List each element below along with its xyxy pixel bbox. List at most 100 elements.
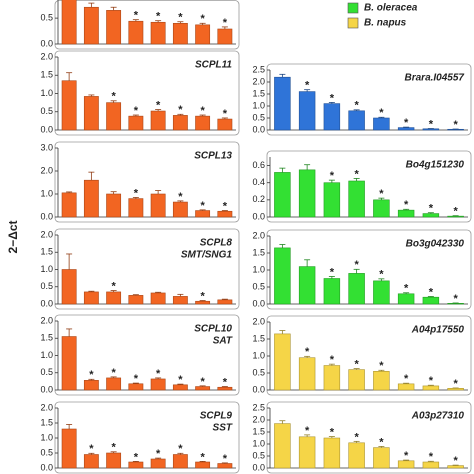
bar [172, 22, 188, 45]
panel-title: A04p17550 [411, 325, 465, 336]
panel-frame [266, 150, 472, 223]
bar [274, 76, 291, 131]
significance-marker: * [379, 360, 384, 372]
significance-marker: * [404, 283, 409, 295]
bar [217, 28, 233, 45]
significance-marker: * [330, 92, 335, 104]
significance-marker: * [453, 378, 458, 390]
panel-title: SMT/SNG1 [181, 250, 233, 261]
bar [83, 291, 99, 305]
significance-marker: * [379, 269, 384, 281]
bar [150, 458, 166, 469]
significance-marker: * [453, 206, 458, 218]
significance-marker: * [223, 108, 228, 120]
bar [172, 296, 188, 305]
y-tick-label: 0.5 [40, 281, 53, 291]
panel-title: SCPL10 [194, 324, 232, 335]
y-tick-label: 1.0 [40, 188, 53, 198]
y-tick-label: 2.0 [252, 414, 265, 424]
significance-marker: * [404, 450, 409, 462]
significance-marker: * [354, 431, 359, 443]
y-tick-label: 0.0 [252, 384, 265, 394]
y-tick-label: 1.5 [40, 417, 53, 427]
significance-marker: * [134, 373, 139, 385]
significance-marker: * [354, 259, 359, 271]
y-tick-label: 1.0 [252, 100, 265, 110]
y-tick-label: 2.0 [252, 76, 265, 86]
y-tick-label: 0.0 [40, 462, 53, 472]
bar [373, 447, 390, 469]
y-tick-label: 2.5 [252, 402, 265, 412]
bar [83, 380, 99, 391]
panel-frame [266, 229, 472, 310]
bar [150, 193, 166, 218]
bar [61, 192, 77, 218]
bar [274, 423, 291, 469]
bar [348, 273, 365, 305]
bar [348, 180, 365, 218]
y-tick-label: 1.5 [252, 88, 265, 98]
bar [61, 0, 77, 45]
bar [83, 179, 99, 218]
bar [373, 199, 390, 218]
bar [128, 295, 144, 305]
y-tick-label: 0.5 [252, 112, 265, 122]
y-tick-label: 0.0 [252, 298, 265, 308]
bar [298, 91, 316, 131]
y-tick-label: 0.6 [252, 160, 265, 170]
bar [83, 6, 99, 45]
bar [298, 266, 316, 305]
y-tick-label: 1.5 [252, 247, 265, 257]
bar [150, 21, 166, 45]
significance-marker: * [379, 436, 384, 448]
y-tick-label: 1.0 [252, 264, 265, 274]
bar [373, 280, 390, 305]
significance-marker: * [111, 442, 116, 454]
significance-marker: * [453, 293, 458, 305]
significance-marker: * [200, 290, 205, 302]
panel-frame [54, 314, 240, 396]
bar [298, 169, 316, 218]
y-tick-label: 0.0 [40, 124, 53, 134]
y-tick-label: 1.0 [40, 432, 53, 442]
panel-frame [266, 63, 472, 136]
panel-frame [54, 50, 240, 136]
significance-marker: * [178, 104, 183, 116]
y-tick-label: 2.5 [252, 64, 265, 74]
significance-marker: * [379, 188, 384, 200]
significance-marker: * [305, 346, 310, 358]
y-tick-label: 0.5 [40, 12, 53, 22]
y-tick-label: 0.4 [252, 177, 265, 187]
significance-marker: * [404, 373, 409, 385]
bar [217, 118, 233, 131]
y-tick-label: 0.5 [40, 447, 53, 457]
bar [83, 454, 99, 469]
y-tick-label: 1.0 [252, 438, 265, 448]
significance-marker: * [178, 12, 183, 24]
y-tick-label: 0.5 [40, 367, 53, 377]
y-tick-label: 1.0 [252, 350, 265, 360]
significance-marker: * [305, 80, 310, 92]
bar [348, 369, 365, 391]
y-tick-label: 0.0 [40, 384, 53, 394]
panel-title: Brara.I04557 [405, 73, 465, 84]
panel-title: SCPL13 [194, 151, 232, 162]
significance-marker: * [178, 443, 183, 455]
bar [373, 370, 390, 391]
significance-marker: * [178, 191, 183, 203]
y-tick-label: 3.0 [40, 142, 53, 152]
y-tick-label: 1.5 [252, 333, 265, 343]
significance-marker: * [223, 453, 228, 465]
significance-marker: * [223, 376, 228, 388]
significance-marker: * [111, 367, 116, 379]
significance-marker: * [330, 266, 335, 278]
significance-marker: * [200, 13, 205, 25]
y-tick-label: 1.0 [40, 88, 53, 98]
y-tick-label: 1.5 [252, 426, 265, 436]
bar [323, 437, 341, 469]
bar [397, 293, 415, 305]
bar [274, 172, 291, 218]
y-tick-label: 0.5 [252, 367, 265, 377]
significance-marker: * [156, 99, 161, 111]
bar [323, 103, 341, 131]
